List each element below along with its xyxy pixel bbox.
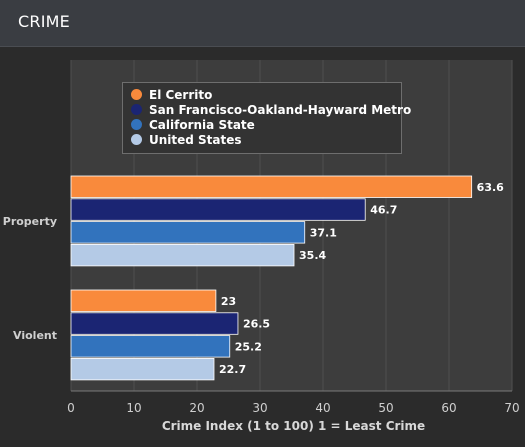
x-tick-label: 10 [126, 401, 141, 415]
bar [70, 198, 366, 221]
data-label: 37.1 [310, 226, 337, 239]
bar [70, 243, 295, 267]
data-label: 22.7 [219, 363, 246, 376]
chart-legend: El Cerrito San Francisco-Oakland-Hayward… [122, 82, 411, 154]
legend-label: California State [149, 118, 255, 132]
x-tick-label: 0 [67, 401, 75, 415]
legend-swatch [131, 104, 142, 115]
data-label: 63.6 [477, 181, 504, 194]
bar [70, 335, 231, 358]
legend-label: United States [149, 133, 242, 147]
data-label: 26.5 [243, 318, 270, 331]
bar [70, 221, 306, 244]
data-label: 23 [221, 295, 236, 308]
data-label: 25.2 [235, 340, 262, 353]
legend-item-sf-metro: San Francisco-Oakland-Hayward Metro [131, 103, 411, 118]
x-tick-label: 70 [504, 401, 519, 415]
data-label: 35.4 [299, 249, 326, 262]
x-tick-label: 40 [315, 401, 330, 415]
legend-label: San Francisco-Oakland-Hayward Metro [149, 103, 412, 117]
legend-swatch [131, 89, 142, 100]
x-axis-title: Crime Index (1 to 100) 1 = Least Crime [162, 419, 425, 433]
x-tick-label: 20 [189, 401, 204, 415]
legend-swatch [131, 134, 142, 145]
data-label: 46.7 [370, 204, 397, 217]
bar [70, 289, 217, 312]
category-label: Violent [13, 329, 57, 342]
page-title: CRIME [18, 12, 70, 31]
bar [70, 312, 239, 335]
legend-item-el-cerrito: El Cerrito [131, 88, 212, 103]
legend-label: El Cerrito [149, 88, 213, 102]
legend-item-california: California State [131, 118, 255, 133]
x-tick-label: 30 [252, 401, 267, 415]
legend-item-united-states: United States [131, 133, 242, 148]
bar [70, 357, 215, 381]
bar [70, 175, 473, 198]
x-tick-label: 60 [441, 401, 456, 415]
category-label: Property [3, 215, 57, 228]
legend-swatch [131, 119, 142, 130]
x-tick-label: 50 [378, 401, 393, 415]
header-bar: CRIME [0, 0, 525, 47]
